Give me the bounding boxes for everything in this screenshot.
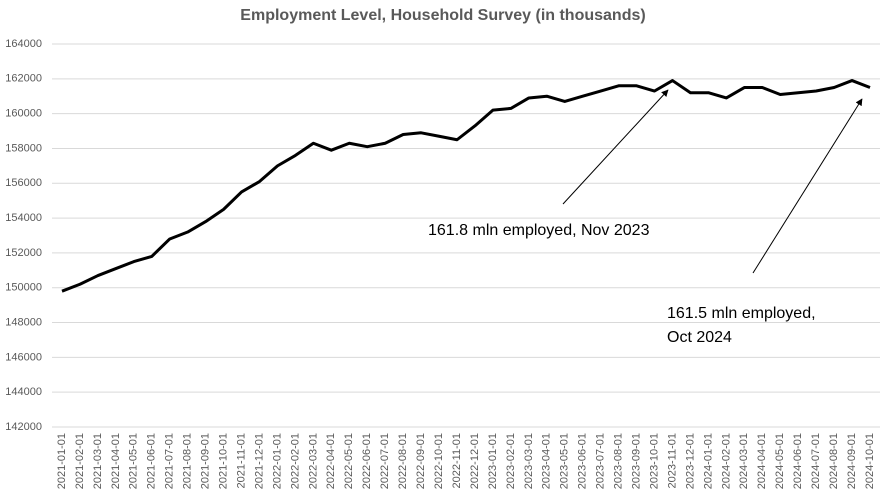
x-tick-label: 2021-08-01 bbox=[182, 433, 194, 489]
x-tick-label: 2021-03-01 bbox=[92, 433, 104, 489]
x-tick-label: 2022-03-01 bbox=[307, 433, 319, 489]
x-tick-label: 2021-06-01 bbox=[146, 433, 158, 489]
x-tick-label: 2021-07-01 bbox=[164, 433, 176, 489]
x-tick-label: 2023-08-01 bbox=[613, 433, 625, 489]
x-tick-label: 2024-06-01 bbox=[792, 433, 804, 489]
x-tick-label: 2024-02-01 bbox=[720, 433, 732, 489]
x-tick-label: 2021-10-01 bbox=[218, 433, 230, 489]
x-tick-label: 2023-02-01 bbox=[505, 433, 517, 489]
x-tick-label: 2024-10-01 bbox=[864, 433, 876, 489]
x-tick-label: 2022-11-01 bbox=[451, 433, 463, 488]
x-tick-label: 2022-05-01 bbox=[343, 433, 355, 489]
x-tick-label: 2022-09-01 bbox=[415, 433, 427, 489]
x-tick-label: 2021-09-01 bbox=[200, 433, 212, 489]
y-tick-label: 158000 bbox=[5, 142, 42, 154]
x-tick-label: 2021-02-01 bbox=[74, 433, 86, 489]
x-tick-label: 2021-12-01 bbox=[253, 433, 265, 489]
x-tick-label: 2022-02-01 bbox=[289, 433, 301, 489]
x-tick-label: 2023-01-01 bbox=[487, 433, 499, 489]
x-tick-label: 2024-03-01 bbox=[738, 433, 750, 489]
y-tick-label: 150000 bbox=[5, 282, 42, 294]
x-tick-label: 2023-05-01 bbox=[559, 433, 571, 489]
x-tick-label: 2024-08-01 bbox=[828, 433, 840, 489]
annotation-text: Oct 2024 bbox=[667, 329, 732, 346]
y-tick-label: 156000 bbox=[5, 177, 42, 189]
data-line bbox=[61, 79, 871, 293]
annotation-arrow bbox=[752, 98, 863, 274]
x-tick-label: 2022-06-01 bbox=[361, 433, 373, 489]
x-tick-label: 2021-05-01 bbox=[128, 433, 140, 489]
x-tick-label: 2021-01-01 bbox=[56, 433, 68, 489]
y-tick-label: 164000 bbox=[5, 38, 42, 50]
y-tick-label: 154000 bbox=[5, 212, 42, 224]
x-tick-label: 2023-04-01 bbox=[541, 433, 553, 489]
y-tick-label: 148000 bbox=[5, 316, 42, 328]
x-tick-label: 2024-07-01 bbox=[810, 433, 822, 489]
annotation-text: 161.5 mln employed, bbox=[667, 305, 816, 322]
y-tick-label: 162000 bbox=[5, 73, 42, 85]
x-tick-label: 2024-09-01 bbox=[846, 433, 858, 489]
y-tick-label: 142000 bbox=[5, 421, 42, 433]
y-tick-label: 146000 bbox=[5, 351, 42, 363]
x-tick-label: 2023-10-01 bbox=[648, 433, 660, 489]
x-tick-label: 2022-07-01 bbox=[379, 433, 391, 489]
y-tick-label: 152000 bbox=[5, 247, 42, 259]
chart-title: Employment Level, Household Survey (in t… bbox=[240, 7, 645, 24]
x-tick-label: 2022-10-01 bbox=[433, 433, 445, 489]
x-tick-label: 2023-06-01 bbox=[577, 433, 589, 489]
x-tick-label: 2023-11-01 bbox=[666, 433, 678, 488]
x-tick-label: 2023-03-01 bbox=[523, 433, 535, 489]
x-tick-label: 2024-01-01 bbox=[702, 433, 714, 489]
y-tick-label: 160000 bbox=[5, 108, 42, 120]
y-tick-label: 144000 bbox=[5, 386, 42, 398]
annotation-arrow bbox=[562, 89, 669, 205]
x-tick-label: 2023-12-01 bbox=[684, 433, 696, 489]
x-tick-label: 2023-09-01 bbox=[630, 433, 642, 489]
annotation-text: 161.8 mln employed, Nov 2023 bbox=[428, 222, 650, 239]
x-tick-label: 2022-08-01 bbox=[397, 433, 409, 489]
x-tick-label: 2022-04-01 bbox=[325, 433, 337, 489]
x-tick-label: 2022-01-01 bbox=[271, 433, 283, 489]
x-tick-label: 2021-04-01 bbox=[110, 433, 122, 489]
x-tick-label: 2024-05-01 bbox=[774, 433, 786, 489]
x-tick-label: 2021-11-01 bbox=[235, 433, 247, 488]
x-tick-label: 2024-04-01 bbox=[756, 433, 768, 489]
x-tick-label: 2023-07-01 bbox=[595, 433, 607, 489]
x-tick-label: 2022-12-01 bbox=[469, 433, 481, 489]
